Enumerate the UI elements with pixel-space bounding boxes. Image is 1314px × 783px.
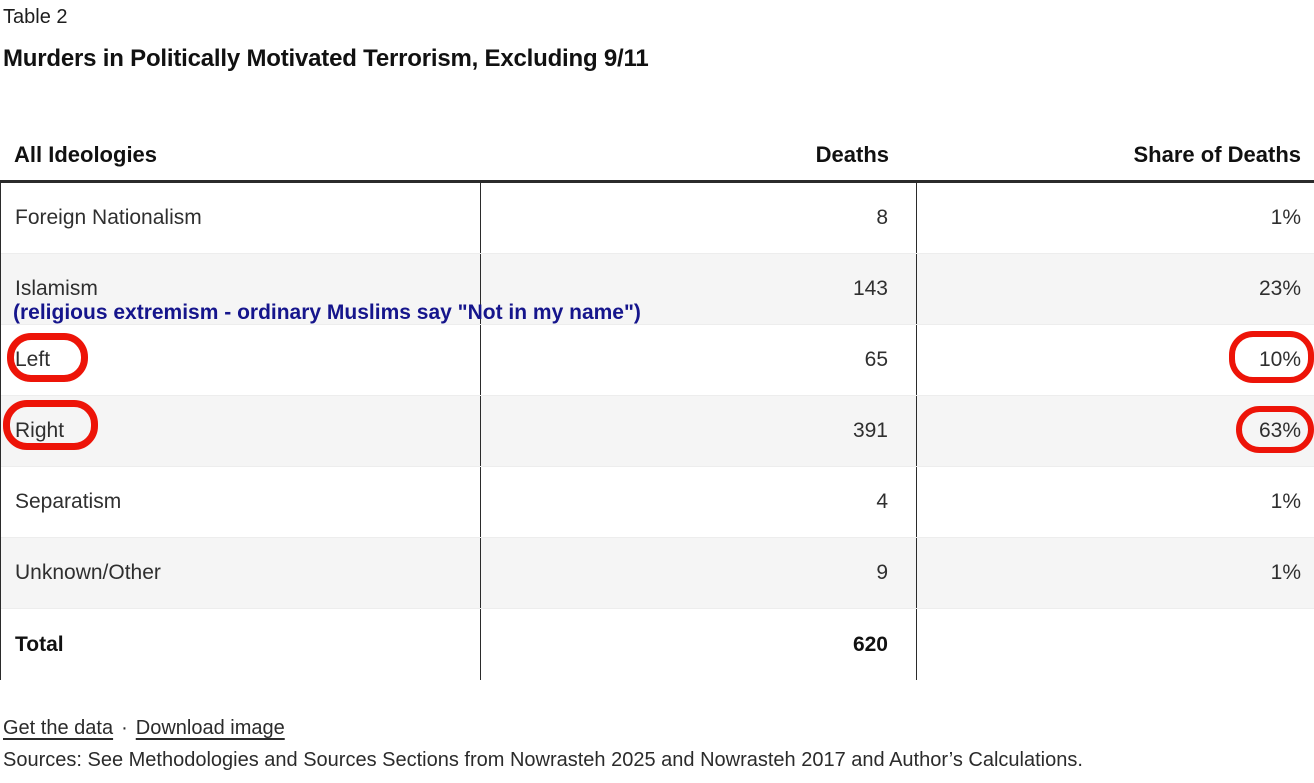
ideology-cell: Islamism [1, 254, 481, 324]
column-header-share: Share of Deaths [1133, 142, 1302, 167]
column-header-ideologies: All Ideologies [14, 142, 158, 167]
table-row-separatism: Separatism 4 1% [1, 467, 1314, 538]
deaths-cell: 8 [481, 183, 917, 253]
link-separator-dot: · [121, 717, 128, 739]
table-header-row: All Ideologies Deaths Share of Deaths [0, 126, 1314, 180]
deaths-cell: 65 [481, 325, 917, 395]
table-row-unknown-other: Unknown/Other 9 1% [1, 538, 1314, 609]
share-cell: 1% [1270, 206, 1301, 229]
ideology-cell: Foreign Nationalism [1, 183, 481, 253]
header-divider-rule [0, 180, 1314, 183]
download-image-link[interactable]: Download image [135, 717, 285, 739]
total-label-cell: Total [1, 609, 481, 680]
table-row-foreign-nationalism: Foreign Nationalism 8 1% [1, 183, 1314, 254]
share-cell: 1% [1270, 490, 1301, 513]
get-the-data-link[interactable]: Get the data [3, 717, 114, 739]
deaths-cell: 391 [481, 396, 917, 466]
ideology-cell: Unknown/Other [1, 538, 481, 608]
share-cell: 10% [1258, 348, 1301, 371]
table-number-label: Table 2 [3, 6, 68, 28]
sources-text: Sources: See Methodologies and Sources S… [3, 749, 1083, 771]
page-title: Murders in Politically Motivated Terrori… [3, 45, 649, 72]
table-body: Foreign Nationalism 8 1% Islamism 143 23… [0, 183, 1314, 680]
share-cell: 23% [1258, 277, 1301, 300]
footer-links: Get the data · Download image [3, 717, 285, 740]
deaths-cell: 143 [481, 254, 917, 324]
deaths-cell: 9 [481, 538, 917, 608]
share-cell: 63% [1258, 419, 1301, 442]
table-row-total: Total 620 [1, 609, 1314, 680]
column-header-deaths: Deaths [815, 142, 889, 167]
total-share-cell [917, 609, 1314, 680]
total-deaths-cell: 620 [481, 609, 917, 680]
islamism-note-annotation: (religious extremism - ordinary Muslims … [13, 301, 641, 324]
share-cell: 1% [1270, 561, 1301, 584]
table-row-islamism: Islamism 143 23% [1, 254, 1314, 325]
table-row-right: Right 391 63% [1, 396, 1314, 467]
ideology-cell: Separatism [1, 467, 481, 537]
table-row-left: Left 65 10% [1, 325, 1314, 396]
ideology-cell: Left [1, 325, 481, 395]
ideology-cell: Right [1, 396, 481, 466]
deaths-cell: 4 [481, 467, 917, 537]
